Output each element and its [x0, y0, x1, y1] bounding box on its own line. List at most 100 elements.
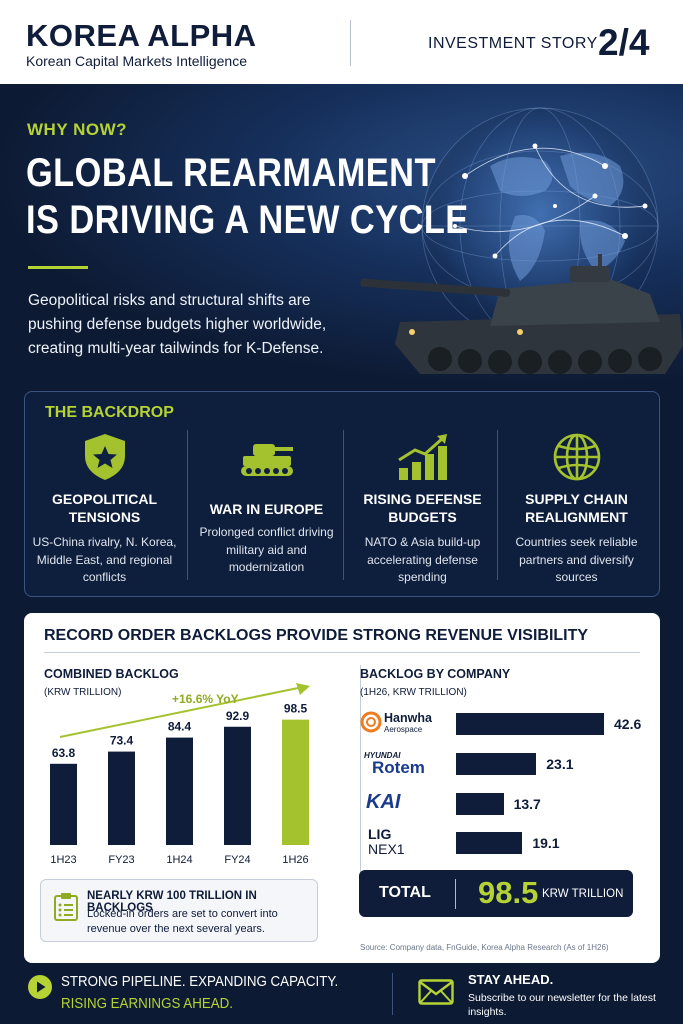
category-label: 1H26: [282, 854, 308, 866]
tank-icon: [240, 444, 293, 476]
company-bar: [456, 793, 504, 815]
play-icon: [28, 975, 52, 999]
hyundai-logo-text: HYUNDAI: [364, 751, 401, 760]
bar-value-label: 84.4: [168, 720, 192, 734]
total-backlog-box: TOTAL 98.5 KRW TRILLION: [359, 870, 633, 917]
backlog-title: RECORD ORDER BACKLOGS PROVIDE STRONG REV…: [44, 627, 589, 644]
combined-backlog-unit: (KRW TRILLION): [44, 687, 122, 698]
hero-title-line-2: IS DRIVING A NEW CYCLE: [26, 198, 469, 242]
backdrop-divider: [187, 430, 188, 580]
hanwha-logo-icon: [360, 711, 382, 733]
trend-arrowhead: [296, 683, 310, 695]
clipboard-icon: [54, 893, 78, 921]
company-bar: [456, 713, 604, 735]
brand-title: KOREA ALPHA: [26, 18, 257, 53]
backdrop-divider: [343, 430, 344, 580]
footer: STRONG PIPELINE. EXPANDING CAPACITY. RIS…: [0, 963, 683, 1024]
hero-section: WHY NOW? GLOBAL REARMAMENT IS DRIVING A …: [0, 84, 683, 384]
backlog-title-rule: [44, 652, 640, 653]
tank-image: [360, 254, 683, 374]
backdrop-panel: THE BACKDROP GEOPOLITICAL TENSIONS US-Ch…: [24, 391, 660, 597]
backdrop-title: THE BACKDROP: [45, 404, 174, 421]
backdrop-heading: WAR IN EUROPE: [209, 501, 324, 517]
backdrop-item-geopolitical: GEOPOLITICAL TENSIONS US-China rivalry, …: [27, 428, 182, 588]
rising-bars-icon: [397, 434, 447, 480]
newsletter-cta-text: Subscribe to our newsletter for the late…: [468, 992, 656, 1018]
callout-text: Locked-in orders are set to convert into…: [87, 908, 278, 935]
company-backlog-unit: (1H26, KRW TRILLION): [360, 687, 467, 698]
backdrop-item-war-in-europe: WAR IN EUROPE Prolonged conflict driving…: [189, 428, 344, 588]
total-value: 98.5: [478, 875, 539, 910]
brand-tagline: Korean Capital Markets Intelligence: [26, 53, 248, 69]
shield-star-icon: [84, 434, 125, 480]
newsletter-cta-title[interactable]: STAY AHEAD.: [468, 972, 554, 987]
globe-icon: [553, 433, 600, 481]
category-label: FY23: [108, 854, 134, 866]
nex1-logo-text: NEX1: [368, 841, 405, 857]
hanwha-logo-subtext: Aerospace: [384, 725, 423, 734]
header-divider: [350, 20, 351, 66]
total-unit: KRW TRILLION: [542, 888, 624, 900]
bar-value-label: 63.8: [52, 746, 76, 760]
bar-value-label: 73.4: [110, 734, 134, 748]
combined-backlog-title: COMBINED BACKLOG: [44, 667, 179, 681]
backdrop-text: NATO & Asia build-up accelerating defens…: [364, 535, 481, 584]
backdrop-heading: RISING DEFENSE BUDGETS: [363, 491, 482, 525]
hero-accent-rule: [28, 266, 88, 269]
footer-line-1: STRONG PIPELINE. EXPANDING CAPACITY.: [61, 974, 339, 990]
company-bar-value: 42.6: [614, 716, 642, 732]
bar-1h24: [166, 737, 193, 845]
hyundai-rotem-logo: HYUNDAI Rotem: [360, 749, 450, 779]
company-bar: [456, 832, 523, 854]
company-bar-value: 19.1: [532, 835, 560, 851]
company-bar-value: 23.1: [546, 756, 574, 772]
hanwha-aerospace-logo: Hanwha Aerospace: [360, 709, 450, 739]
lig-logo-text: LIG: [368, 826, 392, 842]
source-note: Source: Company data, FnGuide, Korea Alp…: [360, 943, 609, 952]
callout-heading: NEARLY KRW 100 TRILLION IN BACKLOGS: [87, 890, 257, 914]
story-label: INVESTMENT STORY: [428, 35, 598, 52]
backdrop-item-defense-budgets: RISING DEFENSE BUDGETS NATO & Asia build…: [345, 428, 500, 588]
kai-logo: KAI: [360, 789, 450, 819]
company-bar-value: 13.7: [513, 796, 541, 812]
mail-icon[interactable]: [418, 979, 454, 1005]
bar-fy24: [224, 726, 251, 845]
backlog-callout: NEARLY KRW 100 TRILLION IN BACKLOGS Lock…: [40, 879, 318, 942]
backdrop-heading: GEOPOLITICAL TENSIONS: [52, 491, 157, 525]
backlog-column-divider: [360, 665, 361, 895]
hanwha-logo-text: Hanwha: [384, 711, 432, 725]
hero-kicker: WHY NOW?: [27, 120, 128, 139]
lig-nex1-logo: LIG NEX1: [360, 827, 450, 857]
story-page-number: 2/4: [598, 22, 650, 63]
total-divider: [455, 879, 456, 909]
backdrop-text: Countries seek reliable partners and div…: [515, 535, 638, 584]
backdrop-text: Prolonged conflict driving military aid …: [199, 525, 334, 574]
category-label: 1H24: [166, 854, 192, 866]
backlog-panel: RECORD ORDER BACKLOGS PROVIDE STRONG REV…: [24, 613, 660, 963]
footer-divider: [392, 973, 393, 1015]
combined-backlog-chart: +16.6% YoY 63.8 1H23 73.4 FY23 84.4 1H24 92.9 FY…: [50, 683, 310, 866]
backdrop-text: US-China rivalry, N. Korea, Middle East,…: [32, 535, 177, 584]
hero-title: GLOBAL REARMAMENT IS DRIVING A NEW CYCLE: [26, 150, 469, 244]
backdrop-heading: SUPPLY CHAIN REALIGNMENT: [525, 491, 628, 525]
bar-fy23: [108, 751, 135, 845]
total-label: TOTAL: [379, 884, 431, 901]
trend-arrow: [59, 686, 304, 738]
backdrop-item-supply-chain: SUPPLY CHAIN REALIGNMENT Countries seek …: [499, 428, 654, 588]
category-label: 1H23: [50, 854, 76, 866]
hero-title-line-1: GLOBAL REARMAMENT: [26, 151, 436, 195]
growth-annotation: +16.6% YoY: [172, 692, 239, 706]
bar-value-label: 92.9: [226, 709, 250, 723]
header: KOREA ALPHA Korean Capital Markets Intel…: [0, 0, 683, 84]
footer-line-2: RISING EARNINGS AHEAD.: [61, 996, 233, 1012]
bar-value-label: 98.5: [284, 702, 308, 716]
bar-1h23: [50, 763, 77, 845]
company-backlog-title: BACKLOG BY COMPANY: [360, 667, 511, 681]
backdrop-divider: [497, 430, 498, 580]
category-label: FY24: [224, 854, 250, 866]
hero-body: Geopolitical risks and structural shifts…: [28, 292, 327, 357]
bar-1h26: [282, 719, 309, 845]
globe-network-image: [421, 107, 659, 345]
company-bar: [456, 753, 537, 775]
rotem-logo-text: Rotem: [372, 758, 425, 777]
